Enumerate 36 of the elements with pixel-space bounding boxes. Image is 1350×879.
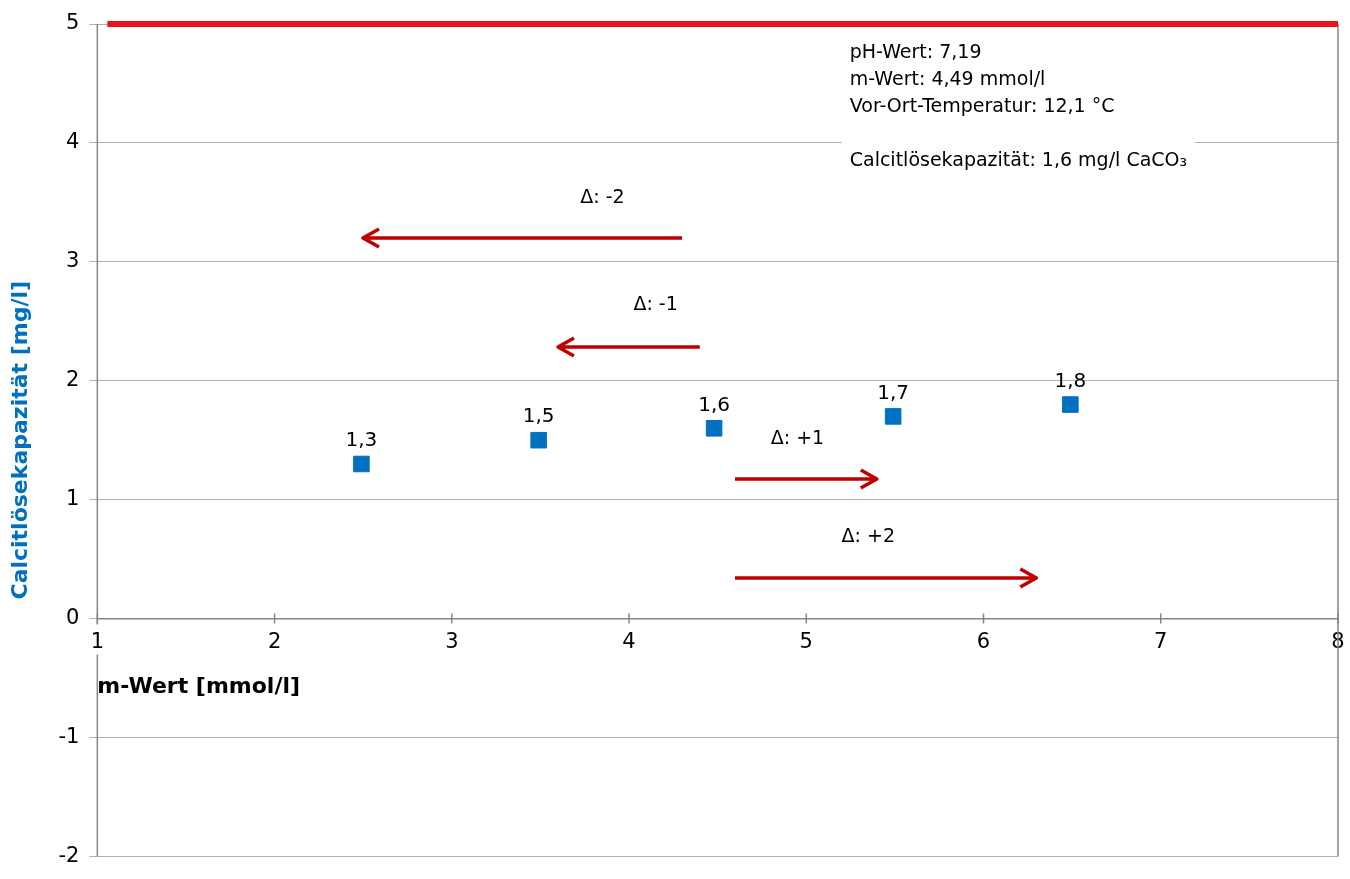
y-tick-label: 2 <box>65 367 80 392</box>
x-tick-label: 5 <box>799 628 813 653</box>
y-tick-label: -1 <box>58 723 80 748</box>
x-tick-label: 8 <box>1331 628 1345 653</box>
x-tick-label: 1 <box>90 628 105 653</box>
y-tick-label: 0 <box>65 605 80 630</box>
y-tick-label: 4 <box>65 129 80 154</box>
y-tick-label: 1 <box>65 486 80 511</box>
annotation: Calcitlösekapazität: 1,6 mg/l CaCO₃ <box>849 146 1188 172</box>
x-tick-label: 4 <box>622 628 636 653</box>
point <box>884 408 902 425</box>
data-label: 1,5 <box>522 403 555 428</box>
x-tick-label: 3 <box>445 628 459 653</box>
annotation: Δ: -1 <box>633 292 678 315</box>
point <box>705 420 723 437</box>
point <box>353 455 370 473</box>
y-tick-label: 3 <box>65 248 80 273</box>
x-tick-label: 2 <box>267 628 282 653</box>
x-tick-label: 7 <box>1154 628 1168 653</box>
y-tick-label: 5 <box>65 10 80 35</box>
point <box>530 431 547 449</box>
annotation: Vor-Ort-Temperatur: 12,1 °C <box>849 92 1116 118</box>
annotation: Δ: +2 <box>841 524 896 547</box>
annotation: Δ: +1 <box>770 425 825 448</box>
data-label: 1,6 <box>698 391 731 416</box>
annotation: m-Wert: 4,49 mmol/l <box>849 65 1047 91</box>
y-axis-title: Calcitlösekapazität [mg/l] <box>6 280 32 600</box>
annotation: Δ: -2 <box>580 185 625 208</box>
data-label: 1,8 <box>1054 367 1087 392</box>
y-tick-label: -2 <box>58 842 80 867</box>
x-axis-title: m-Wert [mmol/l] <box>97 672 301 698</box>
x-tick-label: 6 <box>976 628 991 653</box>
annotation: pH-Wert: 7,19 <box>849 38 983 64</box>
point <box>1062 396 1079 413</box>
data-label: 1,3 <box>345 427 378 452</box>
data-label: 1,7 <box>877 379 910 404</box>
